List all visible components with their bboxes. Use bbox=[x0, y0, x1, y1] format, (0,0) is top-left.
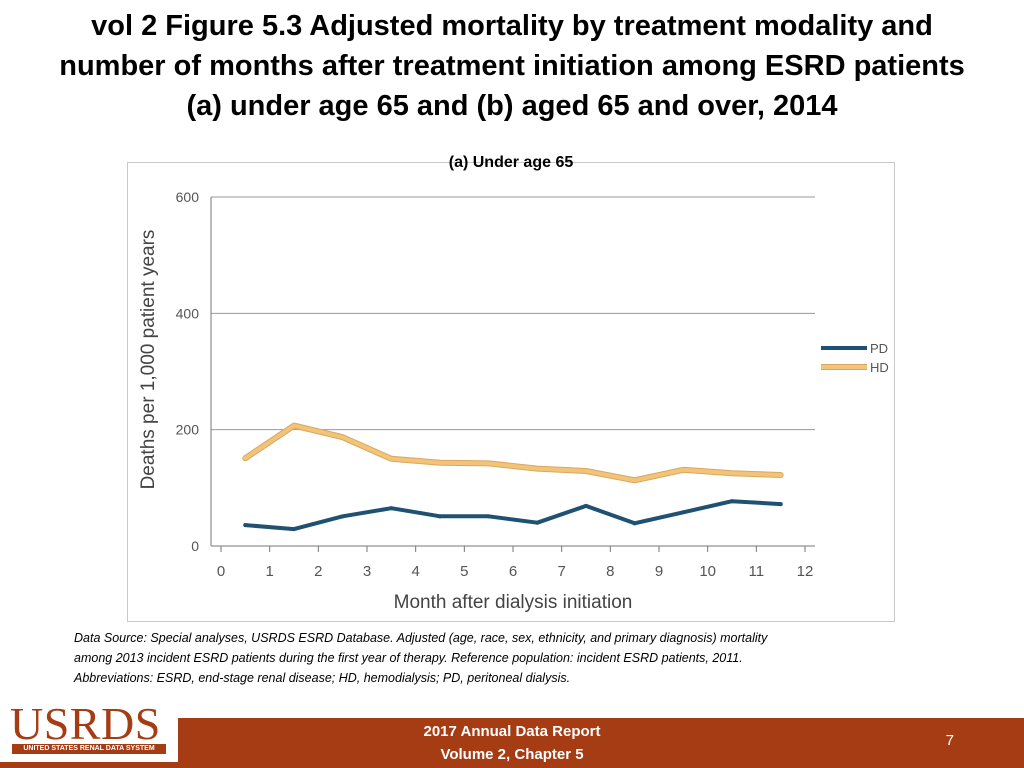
data-point-hd-3 bbox=[389, 456, 394, 461]
panel-title: (a) Under age 65 bbox=[448, 154, 574, 171]
series-line-pd bbox=[243, 499, 783, 532]
data-point-hd-6 bbox=[535, 466, 540, 471]
data-point-hd-8 bbox=[632, 478, 637, 483]
footer-volume-chapter: Volume 2, Chapter 5 bbox=[440, 746, 584, 763]
footnote-line-1: Data Source: Special analyses, USRDS ESR… bbox=[74, 631, 768, 645]
data-point-pd-10 bbox=[730, 499, 734, 504]
y-tick-label-400: 400 bbox=[176, 305, 200, 321]
chart-frame bbox=[127, 162, 895, 622]
slide-title-line-1: vol 2 Figure 5.3 Adjusted mortality by t… bbox=[91, 10, 933, 42]
data-point-pd-1 bbox=[292, 527, 296, 532]
x-tick-label-6: 6 bbox=[509, 563, 517, 580]
x-tick-label-5: 5 bbox=[460, 563, 468, 580]
x-tick-label-10: 10 bbox=[699, 563, 716, 580]
x-tick-label-7: 7 bbox=[557, 563, 565, 580]
data-source-footnote: Data Source: Special analyses, USRDS ESR… bbox=[74, 628, 934, 688]
data-point-hd-1 bbox=[292, 423, 296, 428]
data-point-hd-2 bbox=[340, 435, 345, 440]
x-axis-label: Month after dialysis initiation bbox=[394, 592, 633, 613]
usrds-logo: USRDS UNITED STATES RENAL DATA SYSTEM bbox=[0, 700, 178, 762]
data-point-pd-11 bbox=[778, 502, 783, 507]
x-tick-label-9: 9 bbox=[655, 563, 663, 580]
legend-label-hd: HD bbox=[870, 360, 889, 375]
x-tick-label-4: 4 bbox=[411, 563, 419, 580]
data-point-hd-5 bbox=[486, 461, 491, 466]
data-point-hd-4 bbox=[438, 460, 442, 465]
data-point-hd-10 bbox=[730, 471, 734, 476]
x-tick-label-0: 0 bbox=[217, 563, 225, 580]
data-point-hd-9 bbox=[681, 467, 686, 472]
data-point-pd-3 bbox=[389, 506, 394, 511]
usrds-logo-subtitle: UNITED STATES RENAL DATA SYSTEM bbox=[12, 744, 166, 754]
footer-report-info: 2017 Annual Data Report Volume 2, Chapte… bbox=[300, 720, 724, 766]
data-point-pd-7 bbox=[584, 503, 588, 508]
data-point-hd-0 bbox=[243, 456, 248, 461]
data-point-pd-6 bbox=[535, 520, 540, 525]
data-point-hd-7 bbox=[584, 468, 588, 473]
x-tick-label-12: 12 bbox=[797, 563, 814, 580]
slide-title-line-3: (a) under age 65 and (b) aged 65 and ove… bbox=[186, 90, 838, 122]
y-tick-label-600: 600 bbox=[176, 189, 200, 205]
x-tick-label-11: 11 bbox=[749, 563, 765, 580]
data-point-pd-4 bbox=[438, 514, 442, 519]
slide-title-line-2: number of months after treatment initiat… bbox=[59, 50, 965, 82]
data-point-pd-5 bbox=[486, 514, 491, 519]
y-axis-label: Deaths per 1,000 patient years bbox=[138, 230, 159, 490]
x-tick-label-2: 2 bbox=[314, 563, 322, 580]
footer-report-title: 2017 Annual Data Report bbox=[423, 723, 601, 740]
data-point-pd-9 bbox=[681, 510, 686, 515]
page-number: 7 bbox=[945, 732, 954, 749]
data-point-pd-8 bbox=[632, 521, 637, 526]
usrds-logo-wordmark: USRDS bbox=[10, 698, 161, 749]
y-tick-label-0: 0 bbox=[191, 538, 199, 554]
series-line-hd bbox=[243, 423, 783, 483]
legend-label-pd: PD bbox=[870, 341, 888, 356]
x-tick-label-1: 1 bbox=[265, 563, 273, 580]
footnote-line-3: Abbreviations: ESRD, end-stage renal dis… bbox=[74, 671, 571, 685]
y-tick-label-200: 200 bbox=[176, 422, 200, 438]
data-point-pd-0 bbox=[243, 523, 248, 528]
data-point-pd-2 bbox=[340, 514, 345, 519]
footnote-line-2: among 2013 incident ESRD patients during… bbox=[74, 651, 743, 665]
data-point-hd-11 bbox=[778, 473, 783, 478]
x-tick-label-8: 8 bbox=[606, 563, 614, 580]
slide-title: vol 2 Figure 5.3 Adjusted mortality by t… bbox=[10, 6, 1014, 126]
x-tick-label-3: 3 bbox=[363, 563, 371, 580]
